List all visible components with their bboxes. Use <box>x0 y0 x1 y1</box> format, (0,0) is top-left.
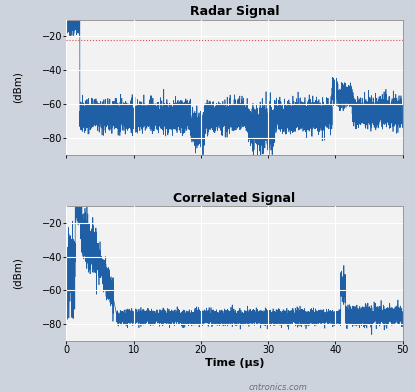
X-axis label: Time (μs): Time (μs) <box>205 358 264 368</box>
Title: Radar Signal: Radar Signal <box>190 5 279 18</box>
Y-axis label: (dBm): (dBm) <box>13 258 23 289</box>
Title: Correlated Signal: Correlated Signal <box>173 192 295 205</box>
Y-axis label: (dBm): (dBm) <box>13 71 23 103</box>
Text: cntronics.com: cntronics.com <box>249 383 308 392</box>
